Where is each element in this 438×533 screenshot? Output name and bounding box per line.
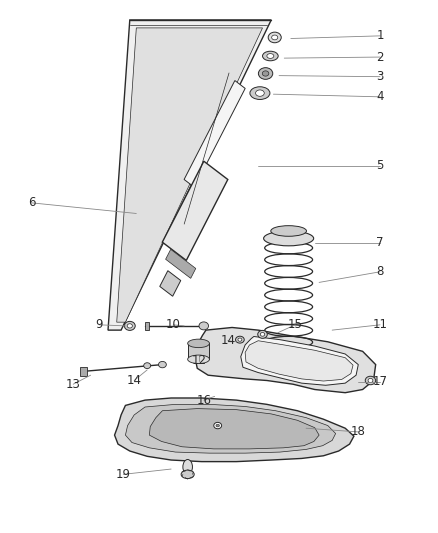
Text: 1: 1 xyxy=(376,29,384,42)
Ellipse shape xyxy=(214,422,222,429)
Ellipse shape xyxy=(216,424,219,427)
Ellipse shape xyxy=(262,51,278,61)
Text: 16: 16 xyxy=(196,393,211,407)
Ellipse shape xyxy=(365,376,376,385)
Polygon shape xyxy=(241,336,358,385)
Ellipse shape xyxy=(268,32,281,43)
Polygon shape xyxy=(149,409,319,449)
Ellipse shape xyxy=(199,322,208,330)
Polygon shape xyxy=(160,271,181,296)
Text: 2: 2 xyxy=(376,51,384,63)
Polygon shape xyxy=(145,321,149,330)
Text: 10: 10 xyxy=(166,318,181,332)
Ellipse shape xyxy=(250,87,270,100)
Polygon shape xyxy=(162,161,228,261)
Ellipse shape xyxy=(238,338,242,341)
Ellipse shape xyxy=(144,363,151,368)
Text: 17: 17 xyxy=(373,375,388,388)
Polygon shape xyxy=(245,341,353,381)
Ellipse shape xyxy=(255,90,264,96)
Text: 19: 19 xyxy=(116,468,131,481)
Polygon shape xyxy=(184,80,245,187)
Ellipse shape xyxy=(267,54,274,59)
Polygon shape xyxy=(125,405,336,453)
Polygon shape xyxy=(117,28,262,322)
Ellipse shape xyxy=(181,470,194,479)
Text: 15: 15 xyxy=(288,318,303,332)
Ellipse shape xyxy=(260,333,265,336)
Text: 6: 6 xyxy=(28,196,35,209)
Ellipse shape xyxy=(124,321,135,330)
Text: 14: 14 xyxy=(220,334,235,347)
Ellipse shape xyxy=(236,336,244,343)
Text: 5: 5 xyxy=(376,159,384,172)
Ellipse shape xyxy=(187,355,209,364)
Text: 7: 7 xyxy=(376,236,384,249)
Ellipse shape xyxy=(264,231,314,246)
Ellipse shape xyxy=(159,361,166,368)
Text: 18: 18 xyxy=(351,425,366,439)
Text: 3: 3 xyxy=(376,70,384,83)
Ellipse shape xyxy=(271,225,307,236)
Text: 13: 13 xyxy=(66,378,81,391)
Ellipse shape xyxy=(258,68,273,79)
Polygon shape xyxy=(195,327,376,393)
Polygon shape xyxy=(166,249,196,278)
Ellipse shape xyxy=(368,378,373,383)
Text: 12: 12 xyxy=(192,354,207,367)
Text: 8: 8 xyxy=(376,265,384,278)
Polygon shape xyxy=(115,398,354,462)
Polygon shape xyxy=(187,343,209,359)
Ellipse shape xyxy=(272,35,278,40)
Ellipse shape xyxy=(262,71,269,76)
Text: 14: 14 xyxy=(127,374,141,387)
Text: 9: 9 xyxy=(95,318,103,332)
Ellipse shape xyxy=(183,459,192,474)
Ellipse shape xyxy=(127,324,132,328)
Text: 4: 4 xyxy=(376,90,384,103)
Polygon shape xyxy=(108,20,271,330)
Ellipse shape xyxy=(187,339,209,348)
Text: 11: 11 xyxy=(373,318,388,332)
Ellipse shape xyxy=(258,330,267,338)
Polygon shape xyxy=(80,367,87,376)
